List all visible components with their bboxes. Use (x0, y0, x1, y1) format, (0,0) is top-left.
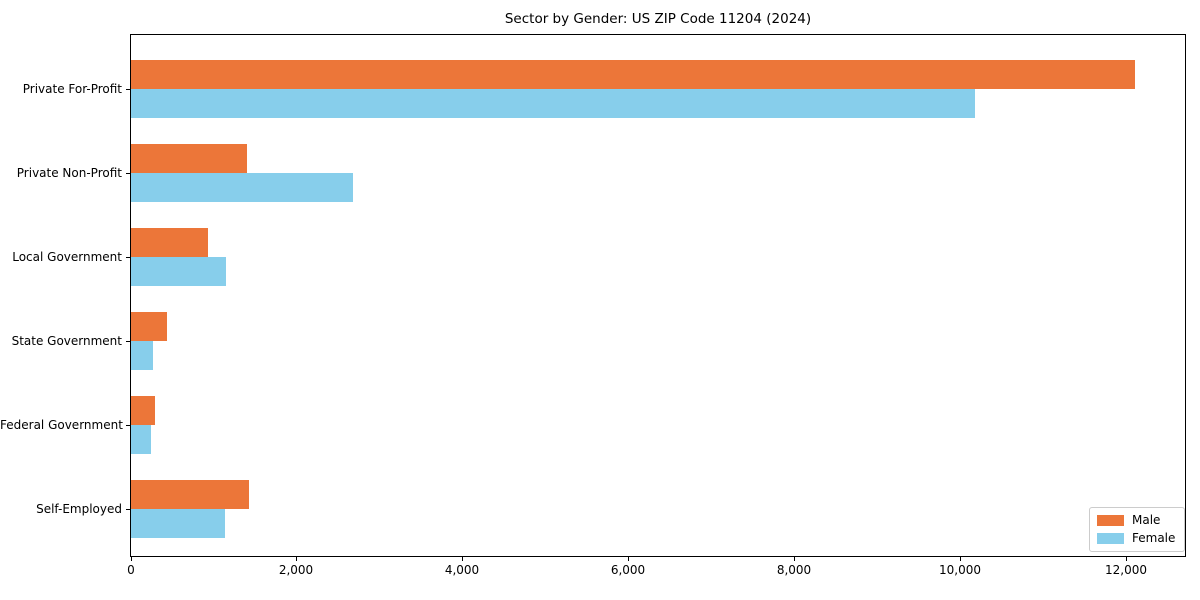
legend-swatch-female-icon (1097, 533, 1124, 544)
bar-female-3 (131, 256, 226, 286)
legend-swatch-male-icon (1097, 515, 1124, 526)
x-tick-label: 6,000 (610, 563, 646, 577)
x-tick-label: 0 (127, 563, 135, 577)
x-tick-label: 8,000 (776, 563, 812, 577)
x-tick-label: 4,000 (444, 563, 480, 577)
bar-male-1 (131, 59, 1135, 89)
y-tick-label: Self-Employed (36, 501, 122, 516)
x-tick-mark (296, 557, 297, 561)
x-tick-mark (794, 557, 795, 561)
x-tick-mark (462, 557, 463, 561)
plot-area (130, 34, 1186, 557)
bar-female-2 (131, 172, 353, 202)
bar-male-3 (131, 227, 208, 257)
y-tick-mark (126, 88, 130, 90)
bar-male-5 (131, 395, 155, 425)
legend-label-female: Female (1132, 531, 1176, 545)
bar-male-4 (131, 311, 167, 341)
y-tick-mark (126, 340, 130, 342)
bar-female-1 (131, 88, 975, 118)
bar-male-2 (131, 143, 247, 173)
legend-label-male: Male (1132, 513, 1161, 527)
legend-entry-male: Male (1097, 514, 1175, 527)
bar-female-4 (131, 340, 153, 370)
bar-male-6 (131, 479, 249, 509)
y-tick-mark (126, 508, 130, 510)
bar-female-5 (131, 424, 151, 454)
y-tick-mark (126, 172, 130, 174)
bar-female-6 (131, 508, 225, 538)
x-tick-label: 12,000 (1105, 563, 1147, 577)
x-tick-mark (960, 557, 961, 561)
y-tick-label: Federal Government (0, 417, 123, 432)
chart-title: Sector by Gender: US ZIP Code 11204 (202… (504, 11, 812, 27)
x-tick-mark (628, 557, 629, 561)
x-tick-mark (1126, 557, 1127, 561)
y-tick-mark (126, 256, 130, 258)
x-tick-label: 10,000 (939, 563, 981, 577)
legend: Male Female (1089, 507, 1186, 552)
y-tick-label: Private For-Profit (22, 81, 122, 96)
y-tick-label: State Government (11, 333, 122, 348)
x-tick-label: 2,000 (278, 563, 314, 577)
legend-entry-female: Female (1097, 532, 1175, 545)
x-tick-mark (131, 557, 132, 561)
y-tick-label: Private Non-Profit (16, 165, 122, 180)
y-tick-mark (126, 424, 130, 426)
y-tick-label: Local Government (12, 249, 122, 264)
